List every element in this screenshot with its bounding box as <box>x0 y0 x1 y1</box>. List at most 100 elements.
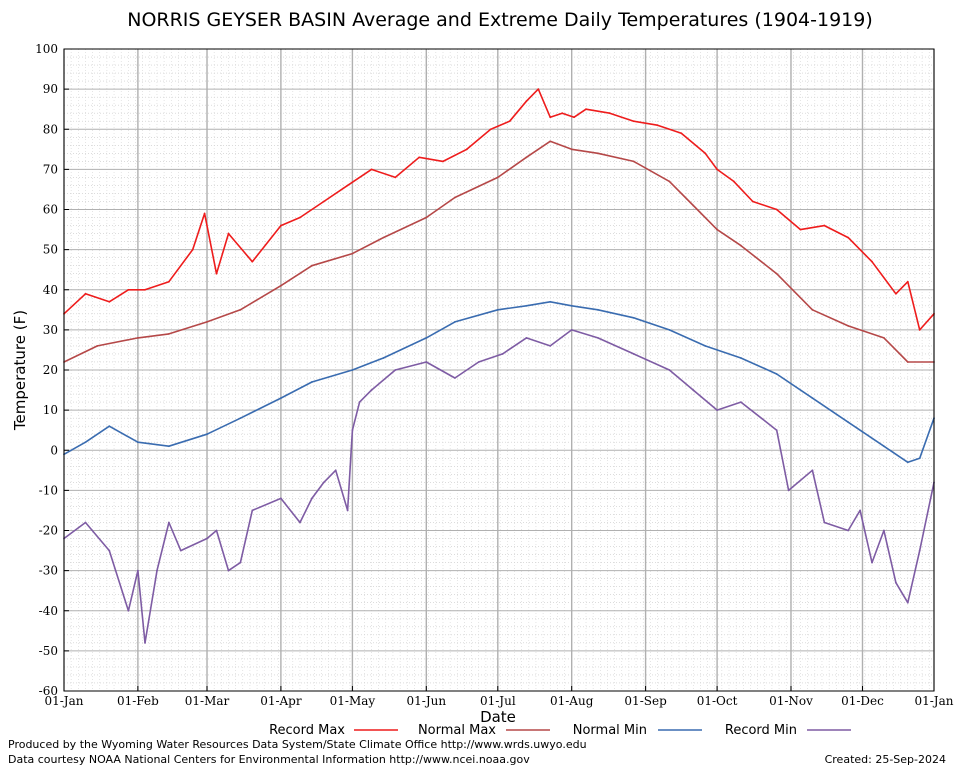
x-tick-label: 01-Aug <box>550 694 594 708</box>
series-point-3 <box>358 401 361 403</box>
series-point-3 <box>859 509 862 512</box>
x-tick-label: 01-Nov <box>769 694 813 708</box>
series-point-3 <box>156 569 158 572</box>
series-point-3 <box>454 377 456 379</box>
series-point-0 <box>585 108 587 111</box>
series-point-0 <box>775 208 778 211</box>
series-point-0 <box>525 100 528 103</box>
series-point-2 <box>775 373 778 375</box>
series-point-3 <box>549 345 552 347</box>
series-point-3 <box>351 429 354 432</box>
y-tick-label: 100 <box>35 42 58 56</box>
series-point-0 <box>191 248 194 251</box>
series-point-2 <box>496 308 499 311</box>
series-point-3 <box>668 369 671 371</box>
series-point-3 <box>692 389 695 391</box>
series-point-1 <box>280 284 282 287</box>
series-point-3 <box>775 429 778 432</box>
series-point-0 <box>823 224 826 227</box>
series-point-1 <box>692 204 695 207</box>
series-point-1 <box>597 152 599 155</box>
series-point-2 <box>918 457 921 460</box>
series-point-3 <box>310 497 313 500</box>
x-tick-label: 01-Sep <box>624 694 667 708</box>
series-point-2 <box>454 320 456 323</box>
series-point-2 <box>206 433 208 436</box>
series-point-0 <box>127 288 130 291</box>
series-point-0 <box>280 224 282 227</box>
series-point-0 <box>465 148 468 151</box>
series-point-0 <box>751 200 754 203</box>
x-tick-label: 01-Feb <box>117 694 159 708</box>
series-point-2 <box>883 445 885 448</box>
series-point-3 <box>136 569 139 572</box>
series-point-3 <box>322 481 325 484</box>
series-point-0 <box>108 300 111 303</box>
series-point-3 <box>370 389 373 391</box>
series-point-3 <box>740 401 742 403</box>
series-point-2 <box>570 304 573 307</box>
series-point-3 <box>847 529 850 532</box>
series-point-3 <box>787 489 790 492</box>
series-point-0 <box>215 272 218 275</box>
series-point-0 <box>632 120 635 123</box>
series-point-0 <box>918 328 921 331</box>
series-point-1 <box>382 236 385 239</box>
series-point-0 <box>144 288 146 291</box>
series-point-1 <box>525 156 528 159</box>
y-tick-label: 80 <box>43 122 58 136</box>
series-point-0 <box>608 112 611 115</box>
series-point-2 <box>632 316 635 319</box>
series-point-0 <box>537 88 540 91</box>
series-point-2 <box>382 357 385 359</box>
series-point-1 <box>632 160 635 163</box>
series-point-3 <box>108 549 111 552</box>
series-point-0 <box>680 132 683 135</box>
series-point-2 <box>280 397 282 399</box>
series-point-2 <box>740 357 742 359</box>
series-point-0 <box>704 152 707 155</box>
series-point-0 <box>322 200 325 203</box>
y-tick-label: 70 <box>43 162 58 176</box>
x-tick-label: 01-Jan <box>44 694 83 708</box>
series-point-3 <box>206 537 208 540</box>
series-point-2 <box>351 369 354 371</box>
series-point-3 <box>883 529 885 532</box>
series-point-0 <box>906 280 909 283</box>
series-point-1 <box>668 180 671 183</box>
series-point-1 <box>906 361 909 363</box>
series-point-0 <box>799 228 802 231</box>
series-point-3 <box>215 529 218 532</box>
series-point-1 <box>847 324 850 327</box>
series-point-1 <box>740 244 742 247</box>
series-point-3 <box>425 361 428 363</box>
series-point-3 <box>179 549 182 552</box>
series-point-2 <box>310 381 313 383</box>
legend-label: Normal Max <box>418 723 496 738</box>
series-point-0 <box>346 184 349 187</box>
series-point-0 <box>299 216 301 219</box>
y-tick-label: 90 <box>43 82 58 96</box>
series-point-2 <box>136 441 139 444</box>
series-point-2 <box>704 345 707 347</box>
series-point-3 <box>811 469 814 472</box>
series-point-3 <box>167 521 170 524</box>
legend-label: Normal Min <box>573 723 647 738</box>
series-point-0 <box>84 292 87 295</box>
series-point-1 <box>570 148 573 151</box>
series-point-0 <box>489 128 492 131</box>
x-tick-label: 01-Oct <box>697 694 738 708</box>
series-point-1 <box>310 264 313 267</box>
series-point-1 <box>775 272 778 275</box>
series-layer <box>63 88 935 644</box>
series-point-2 <box>84 441 87 444</box>
series-point-3 <box>346 509 349 512</box>
y-tick-label: 0 <box>50 443 58 457</box>
chart-title: NORRIS GEYSER BASIN Average and Extreme … <box>127 9 873 31</box>
y-tick-label: 20 <box>43 363 58 377</box>
series-point-3 <box>632 353 635 355</box>
series-point-0 <box>203 212 206 215</box>
series-point-2 <box>811 397 814 399</box>
series-point-3 <box>894 581 897 584</box>
series-point-1 <box>206 320 208 323</box>
